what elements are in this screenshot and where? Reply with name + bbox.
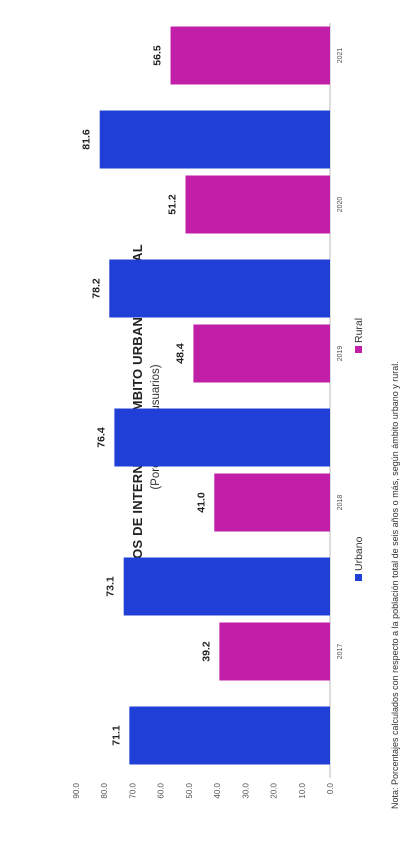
data-label-urbano-2021: 81.6 <box>81 129 93 150</box>
y-tick-label: 10.0 <box>298 782 307 798</box>
chart-note: Nota: Porcentajes calculados con respect… <box>390 361 400 809</box>
bar-rural-2019 <box>193 324 330 383</box>
legend-label-rural: Rural <box>353 318 365 343</box>
y-tick-label: 40.0 <box>213 782 222 798</box>
legend-swatch-rural <box>355 346 362 353</box>
bar-rural-2021 <box>170 26 330 85</box>
bar-urbano-2018 <box>123 557 330 616</box>
y-tick-label: 50.0 <box>185 782 194 798</box>
x-category-label: 2018 <box>337 495 344 511</box>
y-tick-label: 80.0 <box>100 782 109 798</box>
y-tick-label: 20.0 <box>270 782 279 798</box>
data-label-urbano-2018: 73.1 <box>105 576 117 597</box>
x-category-label: 2017 <box>337 644 344 660</box>
data-label-urbano-2017: 71.1 <box>110 725 122 746</box>
bar-urbano-2021 <box>99 110 330 169</box>
chart-legend: Urbano Rural <box>353 318 365 581</box>
legend-label-urbano: Urbano <box>353 536 365 571</box>
data-label-rural-2020: 51.2 <box>167 194 179 215</box>
y-tick-label: 0.0 <box>326 782 335 794</box>
category-axis: 2017 2018 2019 2020 2021 <box>337 48 344 660</box>
data-label-urbano-2019: 76.4 <box>95 427 107 448</box>
y-tick-label: 30.0 <box>241 782 250 798</box>
bar-urbano-2019 <box>114 408 331 467</box>
x-category-label: 2019 <box>337 346 344 362</box>
data-label-rural-2019: 48.4 <box>174 343 186 364</box>
legend-swatch-urbano <box>355 574 362 581</box>
y-tick-label: 90.0 <box>72 782 81 798</box>
data-label-rural-2017: 39.2 <box>200 641 212 662</box>
data-label-rural-2018: 41.0 <box>195 492 207 513</box>
bar-urbano-2017 <box>129 706 330 765</box>
y-tick-label: 70.0 <box>128 782 137 798</box>
data-label-urbano-2020: 78.2 <box>90 278 102 299</box>
x-category-label: 2021 <box>337 48 344 64</box>
data-label-rural-2021: 56.5 <box>152 45 164 66</box>
bar-series: 71.1 39.2 73.1 41.0 76.4 48.4 78.2 51.2 81.6 56.5 <box>81 26 331 765</box>
bar-rural-2017 <box>219 622 330 681</box>
bar-urbano-2020 <box>109 259 331 318</box>
bar-rural-2018 <box>214 473 331 532</box>
bar-rural-2020 <box>185 175 330 234</box>
x-category-label: 2020 <box>337 197 344 213</box>
y-tick-label: 60.0 <box>157 782 166 798</box>
